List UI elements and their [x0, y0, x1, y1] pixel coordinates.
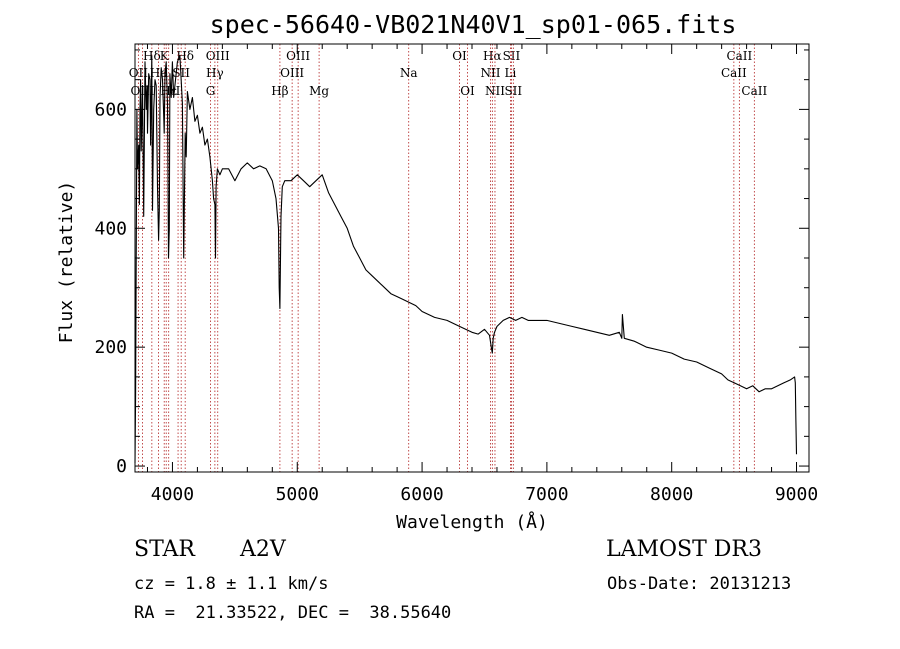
y-tick-label: 200	[94, 337, 127, 358]
line-label-NII: NII	[485, 84, 505, 98]
chart-title: spec-56640-VB021N40V1_sp01-065.fits	[210, 10, 737, 39]
obs-date: Obs-Date: 20131213	[607, 574, 792, 594]
x-tick-label: 5000	[276, 484, 319, 505]
spectral-subclass: A2V	[240, 537, 286, 562]
x-tick-label: 6000	[400, 484, 443, 505]
line-label-SII: SII	[503, 49, 521, 63]
spectrum-line	[134, 55, 798, 464]
line-label-CaII: CaII	[721, 66, 747, 80]
line-label-SII: SII	[504, 84, 522, 98]
x-tick-label: 8000	[650, 484, 693, 505]
y-tick-label: 600	[94, 99, 127, 120]
coordinates: RA = 21.33522, DEC = 38.55640	[134, 603, 452, 623]
line-label-Hγ: Hγ	[206, 66, 224, 80]
y-tick-label: 0	[116, 456, 127, 477]
line-label-OIII: OIII	[206, 49, 230, 63]
y-tick-label: 400	[94, 218, 127, 239]
x-axis-label: Wavelength (Å)	[396, 511, 548, 533]
line-label-He: He	[150, 66, 168, 80]
line-label-OI: OI	[452, 49, 467, 63]
x-tick-label: 4000	[151, 484, 194, 505]
axes: 4000 5000 6000 7000 8000 9000 0 200 400 600	[94, 44, 818, 505]
line-label-Hδ: Hδ	[176, 49, 194, 63]
plot-frame	[134, 43, 810, 473]
x-tick-label: 7000	[525, 484, 568, 505]
y-axis-label: Flux (relative)	[56, 181, 77, 344]
object-class: STAR	[134, 537, 195, 562]
x-tick-label: 9000	[775, 484, 818, 505]
line-label-K: K	[160, 49, 170, 63]
survey-name: LAMOST DR3	[606, 537, 762, 562]
line-label-OIII: OIII	[286, 49, 310, 63]
line-label-CaII: CaII	[741, 84, 767, 98]
line-label-Li: Li	[505, 66, 517, 80]
line-label-OIII: OIII	[280, 66, 304, 80]
line-label-Na: Na	[400, 66, 418, 80]
line-label-NII: NII	[480, 66, 500, 80]
line-label-Mg: Mg	[309, 84, 329, 98]
line-label-CaII: CaII	[726, 49, 752, 63]
line-label-OII: OII	[129, 66, 149, 80]
line-label-Hα: Hα	[483, 49, 502, 63]
line-label-Hβ: Hβ	[271, 84, 288, 98]
line-label-G: G	[206, 84, 216, 98]
line-label-OI: OI	[460, 84, 475, 98]
line-label-I: I	[176, 84, 181, 98]
redshift-text: cz = 1.8 ± 1.1 km/s	[134, 574, 329, 594]
